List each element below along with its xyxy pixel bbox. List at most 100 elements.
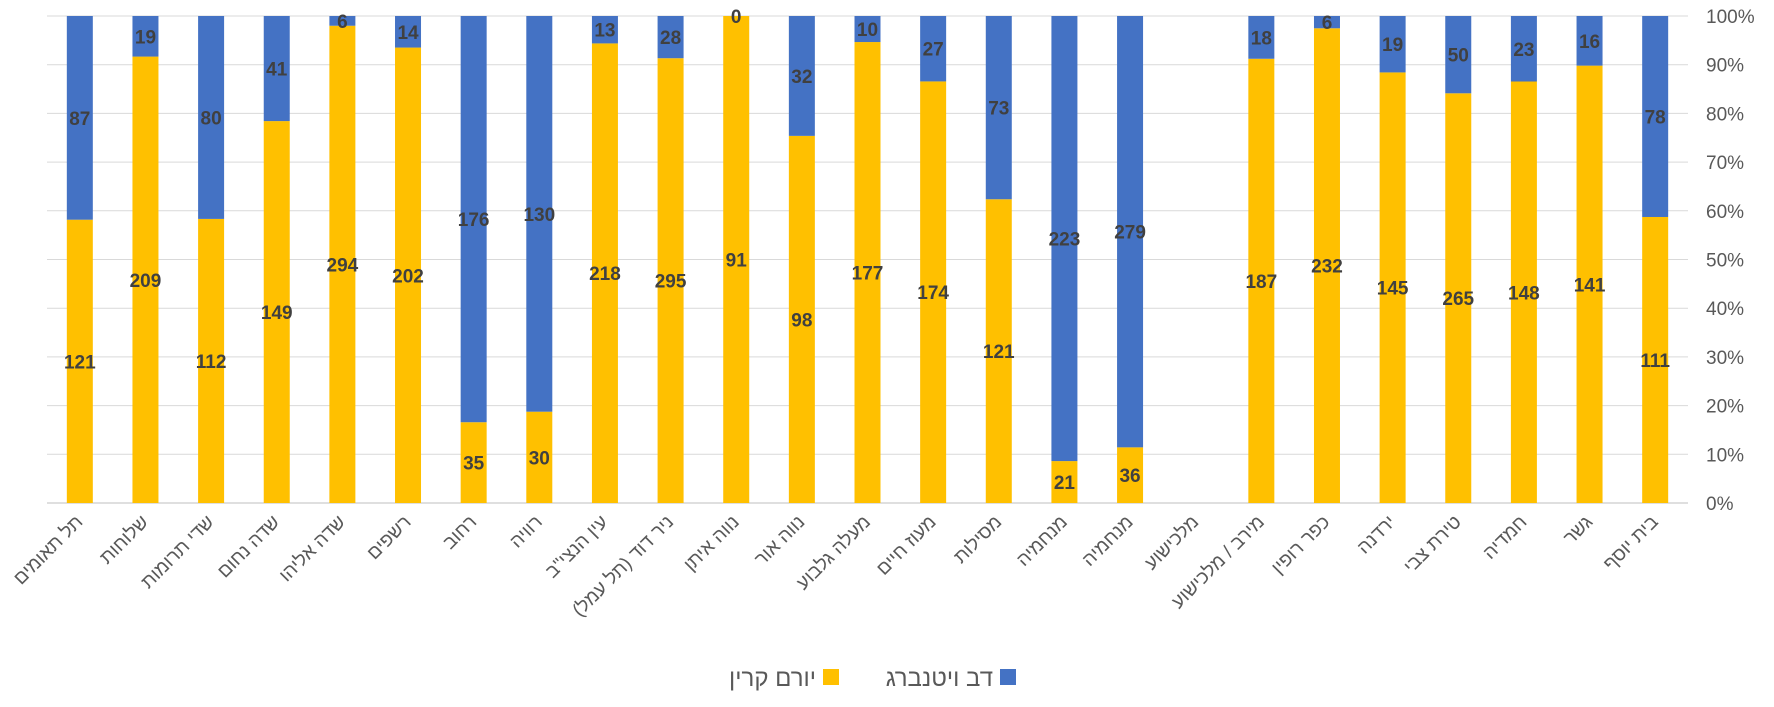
bar-segment-yoram-karin [132, 56, 159, 503]
bar-segment-yoram-karin [460, 422, 487, 503]
bar-segment-yoram-karin [1379, 72, 1406, 504]
data-label-dov-wittenberg: 50 [1448, 46, 1469, 67]
data-label-dov-wittenberg: 6 [1322, 13, 1333, 34]
bar-segment-dov-wittenberg [66, 16, 93, 220]
category-label: מסילות [950, 512, 1006, 568]
category-label: רשפים [363, 512, 415, 564]
data-label-dov-wittenberg: 18 [1251, 28, 1272, 49]
data-label-dov-wittenberg: 19 [135, 27, 156, 48]
data-label-yoram-karin: 295 [655, 272, 687, 293]
data-label-dov-wittenberg: 13 [594, 21, 615, 42]
bar-segment-yoram-karin [985, 199, 1012, 504]
bar-segment-yoram-karin [1117, 447, 1144, 503]
data-label-yoram-karin: 232 [1311, 257, 1343, 278]
bar-segment-dov-wittenberg [1445, 16, 1472, 94]
data-label-dov-wittenberg: 176 [458, 210, 490, 231]
data-label-yoram-karin: 98 [791, 310, 812, 331]
data-label-yoram-karin: 112 [196, 352, 227, 373]
bar-segment-yoram-karin [1642, 216, 1669, 503]
bar-segment-dov-wittenberg [263, 16, 290, 122]
data-label-dov-wittenberg: 6 [337, 12, 348, 33]
y-tick-label: 40% [1706, 299, 1744, 320]
bar-segment-yoram-karin [395, 47, 422, 503]
category-label: תל תאומים [10, 512, 87, 589]
category-label: נווה איתן [680, 512, 744, 576]
bar-segment-yoram-karin [329, 25, 356, 504]
category-label: בית יוסף [1600, 512, 1663, 575]
bar-segment-dov-wittenberg [1051, 16, 1078, 462]
data-label-yoram-karin: 265 [1442, 289, 1474, 310]
bar-segment-yoram-karin [1576, 65, 1603, 504]
y-tick-label: 80% [1706, 104, 1744, 125]
bar-segment-dov-wittenberg [1642, 16, 1669, 217]
y-axis: 0% 10% 20% 30% 40% 50% 60% 70% 80% 90% 100% [1706, 7, 1755, 515]
category-label: מנחמיה [1013, 512, 1072, 571]
legend-swatch [1000, 669, 1016, 685]
data-label-yoram-karin: 91 [726, 251, 748, 272]
data-label-dov-wittenberg: 10 [857, 20, 878, 41]
data-label-yoram-karin: 218 [589, 264, 621, 285]
data-label-yoram-karin: 145 [1377, 279, 1409, 300]
bar-segment-dov-wittenberg [395, 16, 422, 48]
data-label-dov-wittenberg: 16 [1579, 32, 1600, 53]
y-tick-label: 30% [1706, 348, 1744, 369]
data-label-yoram-karin: 202 [392, 266, 424, 287]
legend-label: יורם קרין [729, 665, 816, 692]
bar-segment-dov-wittenberg [985, 16, 1012, 200]
bar-segment-dov-wittenberg [526, 16, 553, 412]
data-label-yoram-karin: 209 [130, 271, 162, 292]
data-label-yoram-karin: 177 [852, 264, 884, 285]
data-label-dov-wittenberg: 80 [201, 108, 222, 129]
data-label-yoram-karin: 174 [917, 283, 949, 304]
bar-segment-dov-wittenberg [1117, 16, 1144, 448]
data-label-yoram-karin: 36 [1119, 466, 1140, 487]
legend-swatch [823, 669, 839, 685]
bar-segment-yoram-karin [66, 219, 93, 503]
legend-label: דב ויטנברג [886, 665, 993, 692]
bar-segment-dov-wittenberg [788, 16, 815, 136]
data-label-yoram-karin: 121 [64, 352, 96, 373]
data-label-dov-wittenberg: 27 [923, 40, 944, 61]
data-label-yoram-karin: 294 [327, 255, 359, 276]
data-label-dov-wittenberg: 0 [731, 7, 742, 28]
data-label-dov-wittenberg: 28 [660, 28, 681, 49]
y-tick-label: 10% [1706, 445, 1744, 466]
data-label-yoram-karin: 149 [261, 303, 293, 324]
data-label-yoram-karin: 35 [463, 454, 485, 475]
data-label-dov-wittenberg: 19 [1382, 35, 1403, 56]
data-label-dov-wittenberg: 32 [791, 67, 812, 88]
bar-segment-yoram-karin [1248, 58, 1275, 503]
y-tick-label: 60% [1706, 202, 1744, 223]
category-label: מנחמיה [1078, 512, 1137, 571]
data-label-dov-wittenberg: 78 [1645, 107, 1666, 128]
bar-segment-yoram-karin [657, 58, 684, 504]
y-tick-label: 100% [1706, 7, 1755, 28]
category-label: מלכישוע [1141, 512, 1203, 574]
bars [66, 16, 1669, 504]
bar-segment-yoram-karin [1313, 28, 1340, 503]
data-label-yoram-karin: 30 [529, 448, 550, 469]
bar-segment-yoram-karin [1051, 461, 1078, 503]
data-label-dov-wittenberg: 87 [69, 109, 90, 130]
data-label-dov-wittenberg: 279 [1114, 223, 1146, 244]
bar-segment-dov-wittenberg [1248, 16, 1275, 59]
y-tick-label: 70% [1706, 153, 1744, 174]
data-labels: 1218720919112801494129462021435176301302… [64, 7, 1670, 494]
bar-segment-yoram-karin [526, 411, 553, 503]
y-tick-label: 20% [1706, 397, 1744, 418]
category-label: רחוב [439, 512, 481, 554]
data-label-dov-wittenberg: 130 [523, 205, 555, 226]
bar-segment-yoram-karin [1510, 81, 1537, 503]
data-label-dov-wittenberg: 23 [1513, 40, 1534, 61]
bar-segment-yoram-karin [263, 121, 290, 503]
data-label-yoram-karin: 187 [1245, 272, 1277, 293]
data-label-yoram-karin: 148 [1508, 283, 1540, 304]
category-label: שדה נחום [214, 512, 285, 583]
category-label: רוויה [506, 512, 547, 553]
bar-segment-dov-wittenberg [329, 16, 356, 26]
data-label-dov-wittenberg: 223 [1049, 230, 1081, 251]
bar-segment-dov-wittenberg [132, 16, 159, 57]
